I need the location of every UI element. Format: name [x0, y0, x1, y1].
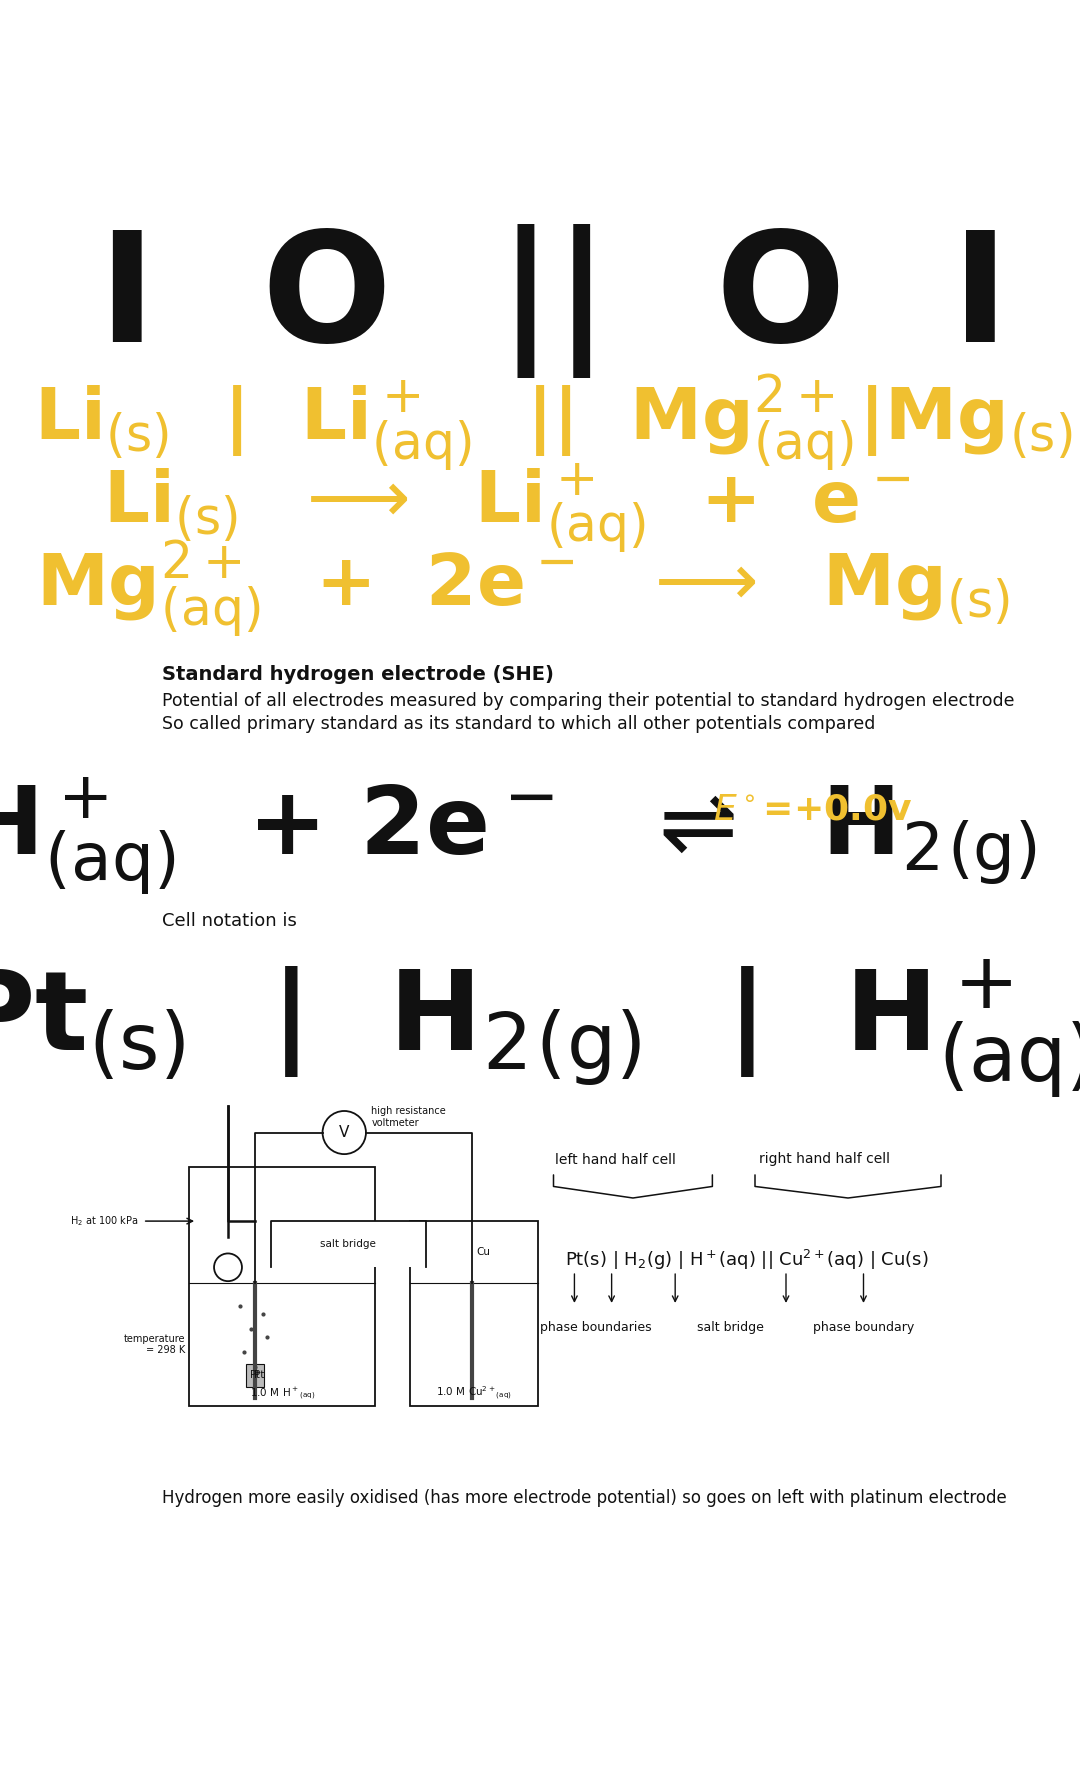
- Text: H$_2$ at 100 kPa: H$_2$ at 100 kPa: [70, 1214, 139, 1228]
- Text: 2H$^+_{\mathsf{(aq)}}$  + 2e$^-$  $\rightleftharpoons$  H$_2$$_{\mathsf{(g)}}$: 2H$^+_{\mathsf{(aq)}}$ + 2e$^-$ $\rightl…: [0, 775, 1037, 897]
- Text: Pt: Pt: [254, 1370, 265, 1381]
- Text: salt bridge: salt bridge: [697, 1320, 764, 1335]
- Text: salt bridge: salt bridge: [320, 1239, 376, 1250]
- Text: Cell notation is: Cell notation is: [162, 912, 297, 929]
- Bar: [271, 1221, 426, 1267]
- Text: left hand half cell: left hand half cell: [555, 1152, 676, 1166]
- Text: $\mathit{E}$$^\circ$=+0.0v: $\mathit{E}$$^\circ$=+0.0v: [714, 793, 913, 827]
- Text: Pt: Pt: [251, 1370, 260, 1381]
- Text: Li$_{\mathsf{(s)}}$  $\longrightarrow$  Li$^+_{\mathsf{(aq)}}$  +  e$^-$: Li$_{\mathsf{(s)}}$ $\longrightarrow$ Li…: [104, 462, 910, 556]
- Text: 1.0 M H$^+$$_{\mathsf{(aq)}}$: 1.0 M H$^+$$_{\mathsf{(aq)}}$: [249, 1386, 315, 1402]
- Text: high resistance
voltmeter: high resistance voltmeter: [372, 1106, 446, 1127]
- Text: Standard hydrogen electrode (SHE): Standard hydrogen electrode (SHE): [162, 666, 554, 683]
- Text: phase boundary: phase boundary: [813, 1320, 914, 1335]
- Bar: [410, 1221, 538, 1405]
- Text: Mg$^{2+}_{\mathsf{(aq)}}$  +  2e$^-$  $\longrightarrow$  Mg$_{\mathsf{(s)}}$: Mg$^{2+}_{\mathsf{(aq)}}$ + 2e$^-$ $\lon…: [36, 538, 1010, 641]
- Text: Li$_{\mathsf{(s)}}$  |  Li$^+_{\mathsf{(aq)}}$  ||  Mg$^{2+}_{\mathsf{(aq)}}$|Mg: Li$_{\mathsf{(s)}}$ | Li$^+_{\mathsf{(aq…: [35, 373, 1072, 476]
- Bar: [189, 1166, 375, 1405]
- Text: Hydrogen more easily oxidised (has more electrode potential) so goes on left wit: Hydrogen more easily oxidised (has more …: [162, 1489, 1007, 1508]
- Text: Potential of all electrodes measured by comparing their potential to standard hy: Potential of all electrodes measured by …: [162, 692, 1014, 710]
- Bar: [246, 1363, 265, 1386]
- Text: Cu: Cu: [476, 1246, 490, 1257]
- Text: V: V: [339, 1126, 350, 1140]
- Text: right hand half cell: right hand half cell: [759, 1152, 890, 1166]
- Text: Pt(s) | H$_2$(g) | H$^+$(aq) || Cu$^{2+}$(aq) | Cu(s): Pt(s) | H$_2$(g) | H$^+$(aq) || Cu$^{2+}…: [565, 1248, 929, 1271]
- Text: 1.0 M Cu$^{2+}$$_{\mathsf{(aq)}}$: 1.0 M Cu$^{2+}$$_{\mathsf{(aq)}}$: [436, 1384, 512, 1402]
- Text: temperature
= 298 K: temperature = 298 K: [124, 1333, 186, 1356]
- Text: So called primary standard as its standard to which all other potentials compare: So called primary standard as its standa…: [162, 715, 876, 733]
- Text: Pt$_{\mathsf{(s)}}$  |  H$_2$$_{\mathsf{(g)}}$  |  H$^+_{\mathsf{(aq)}}$: Pt$_{\mathsf{(s)}}$ | H$_2$$_{\mathsf{(g…: [0, 958, 1080, 1099]
- Text: phase boundaries: phase boundaries: [540, 1320, 652, 1335]
- Text: R  I  O  ||  O  I  R: R I O || O I R: [0, 225, 1080, 379]
